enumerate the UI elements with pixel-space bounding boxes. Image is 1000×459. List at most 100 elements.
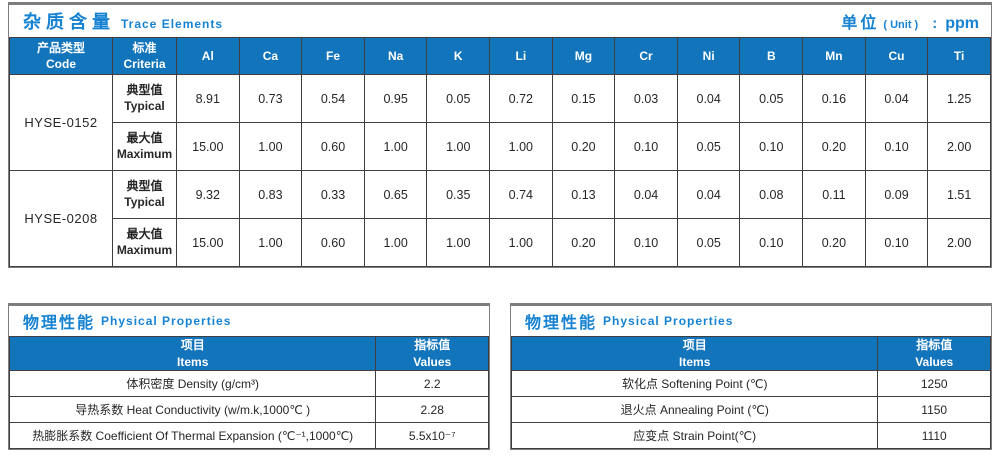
physical-left-title-en: Physical Properties — [101, 314, 232, 328]
value-cell: 0.15 — [551, 74, 616, 123]
unit-value: ppm — [945, 15, 979, 32]
value-cell: 0.10 — [614, 122, 678, 171]
property-row: 体积密度 Density (g/cm³) 2.2 — [8, 370, 489, 397]
value-cell: 2.00 — [927, 122, 991, 171]
property-value-cell: 1250 — [877, 370, 991, 397]
items-header-cn: 项目 — [682, 338, 707, 353]
criteria-cn: 典型值 — [126, 82, 163, 97]
value-cell: 0.11 — [802, 170, 866, 219]
value-cell: 0.04 — [676, 74, 741, 123]
value-cell: 0.08 — [739, 170, 804, 219]
physical-right-header-row: 项目 Items 指标值 Values — [510, 336, 991, 371]
trace-elements-table: 产品类型 Code 标准 Criteria Al Ca Fe Na K Li Mg Cr Ni B… — [9, 37, 991, 267]
value-cell: 0.33 — [301, 170, 365, 219]
criteria-cell: 典型值 Typical — [112, 74, 177, 123]
value-cell: 0.20 — [551, 122, 616, 171]
element-column-header: Cu — [864, 37, 929, 75]
value-cell: 0.60 — [301, 122, 365, 171]
column-header-product-code: 产品类型 Code — [9, 37, 113, 75]
value-cell: 0.74 — [489, 170, 553, 219]
trace-title-cn: 杂质含量 — [23, 12, 115, 32]
property-item-cell: 应变点 Strain Point(℃) — [510, 422, 879, 449]
unit-colon: : — [932, 15, 938, 32]
value-cell: 0.05 — [739, 74, 804, 123]
property-row: 热膨胀系数 Coefficient Of Thermal Expansion (… — [8, 422, 489, 449]
value-cell: 1.00 — [238, 218, 303, 267]
value-cell: 0.10 — [864, 122, 929, 171]
physical-properties-section: 物理性能 Physical Properties 项目 Items 指标值 Va… — [8, 303, 992, 450]
value-cell: 0.65 — [363, 170, 428, 219]
property-row: 导热系数 Heat Conductivity (w/m.k,1000℃ ) 2.2… — [8, 396, 489, 423]
value-cell: 0.95 — [363, 74, 428, 123]
value-cell: 0.04 — [614, 170, 678, 219]
value-cell: 0.04 — [676, 170, 741, 219]
unit-label: 单位 ( Unit ) : ppm — [841, 9, 979, 33]
value-cell: 0.20 — [802, 122, 866, 171]
value-cell: 15.00 — [176, 218, 240, 267]
criteria-en: Typical — [124, 98, 165, 113]
trace-title: 杂质含量 Trace Elements — [23, 8, 223, 34]
unit-label-en: ( Unit ) — [883, 19, 919, 31]
value-cell: 0.05 — [676, 122, 741, 171]
value-cell: 1.00 — [489, 218, 553, 267]
element-column-header: K — [426, 37, 491, 75]
element-column-header: Al — [176, 37, 240, 75]
trace-row: HYSE-0208 典型值 Typical 9.32 0.83 0.33 0.65 0.35 0… — [9, 170, 991, 267]
value-cell: 0.09 — [864, 170, 929, 219]
property-item-cell: 体积密度 Density (g/cm³) — [8, 370, 377, 397]
criteria-cn: 最大值 — [126, 130, 163, 145]
items-column-header: 项目 Items — [8, 336, 377, 371]
value-cell: 1.00 — [238, 122, 303, 171]
value-cell: 1.00 — [363, 218, 428, 267]
criteria-en: Maximum — [116, 242, 173, 257]
physical-right-title-en: Physical Properties — [603, 314, 734, 328]
column-header-product-cn: 产品类型 — [36, 40, 85, 55]
column-header-criteria: 标准 Criteria — [112, 37, 177, 75]
element-column-header: Cr — [614, 37, 678, 75]
value-cell: 1.00 — [489, 122, 553, 171]
values-header-en: Values — [413, 354, 452, 369]
value-cell: 0.35 — [426, 170, 491, 219]
physical-right-table: 项目 Items 指标值 Values 软化点 Softening Point … — [510, 336, 991, 449]
value-cell: 0.10 — [739, 218, 804, 267]
physical-left-header-row: 项目 Items 指标值 Values — [8, 336, 489, 371]
property-item-cell: 退火点 Annealing Point (℃) — [510, 396, 879, 423]
unit-label-cn: 单位 — [841, 15, 880, 32]
value-cell: 0.16 — [802, 74, 866, 123]
trace-row: 最大值 Maximum 15.00 1.00 0.60 1.00 1.00 1.00 0.20 0… — [10, 122, 991, 171]
value-cell: 0.10 — [614, 218, 678, 267]
items-header-en: Items — [177, 354, 209, 369]
element-column-header: Mg — [551, 37, 616, 75]
value-cell: 2.00 — [927, 218, 991, 267]
property-value-cell: 1110 — [877, 422, 991, 449]
element-column-header: B — [739, 37, 804, 75]
product-code-cell: HYSE-0152 — [9, 74, 113, 171]
column-header-criteria-en: Criteria — [123, 57, 166, 71]
value-cell: 0.54 — [301, 74, 365, 123]
value-cell: 0.20 — [802, 218, 866, 267]
criteria-en: Maximum — [116, 146, 173, 161]
items-header-cn: 项目 — [180, 338, 205, 353]
value-cell: 0.05 — [676, 218, 741, 267]
values-column-header: 指标值 Values — [375, 336, 489, 371]
criteria-cn: 典型值 — [126, 178, 163, 193]
property-value-cell: 2.2 — [375, 370, 489, 397]
physical-right-title-bar: 物理性能 Physical Properties — [511, 306, 991, 336]
value-cell: 9.32 — [176, 170, 240, 219]
column-header-criteria-cn: 标准 — [132, 40, 157, 55]
value-cell: 0.20 — [551, 218, 616, 267]
value-cell: 0.05 — [426, 74, 491, 123]
physical-left-title-bar: 物理性能 Physical Properties — [9, 306, 489, 336]
physical-right-title-cn: 物理性能 — [525, 315, 598, 332]
value-cell: 0.60 — [301, 218, 365, 267]
criteria-en: Typical — [124, 194, 165, 209]
element-column-header: Ni — [676, 37, 741, 75]
value-cell: 1.51 — [927, 170, 991, 219]
property-row: 软化点 Softening Point (℃) 1250 — [510, 370, 991, 397]
value-cell: 0.10 — [739, 122, 804, 171]
property-item-cell: 软化点 Softening Point (℃) — [510, 370, 879, 397]
items-header-en: Items — [679, 354, 711, 369]
trace-row: 最大值 Maximum 15.00 1.00 0.60 1.00 1.00 1.00 0.20 0… — [10, 218, 991, 267]
product-code-cell: HYSE-0208 — [9, 170, 113, 267]
value-cell: 1.00 — [426, 218, 491, 267]
